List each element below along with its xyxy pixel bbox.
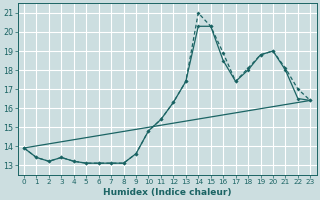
X-axis label: Humidex (Indice chaleur): Humidex (Indice chaleur) (103, 188, 231, 197)
